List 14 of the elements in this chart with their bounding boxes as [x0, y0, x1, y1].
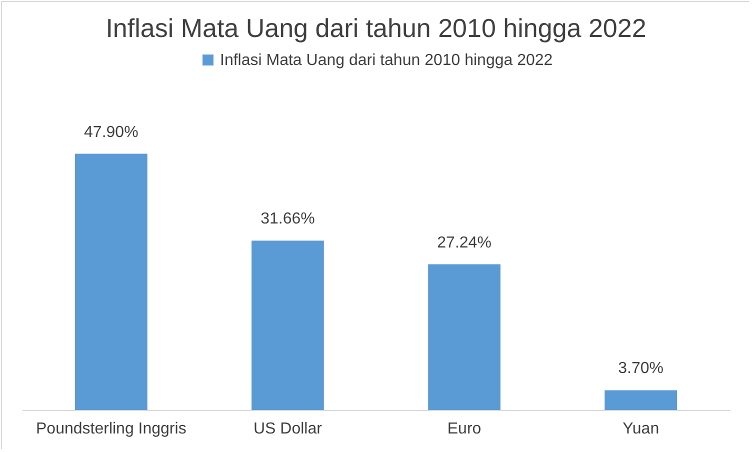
bar	[74, 154, 148, 410]
chart-title: Inflasi Mata Uang dari tahun 2010 hingga 2022	[106, 13, 646, 43]
data-label: 31.66%	[260, 210, 315, 228]
bar	[252, 240, 324, 410]
data-label: 47.90%	[84, 124, 138, 141]
data-label: 27.24%	[437, 234, 492, 252]
data-label: 3.70%	[618, 360, 664, 378]
x-tick-label: Poundsterling Inggris	[36, 420, 186, 438]
bar	[604, 390, 678, 410]
legend-label: Inflasi Mata Uang dari tahun 2010 hingga 2022	[220, 52, 553, 69]
x-tick-label: US Dollar	[253, 420, 323, 438]
x-tick-label: Yuan	[622, 420, 660, 438]
bar	[428, 264, 500, 410]
x-tick-label: Euro	[447, 420, 482, 438]
